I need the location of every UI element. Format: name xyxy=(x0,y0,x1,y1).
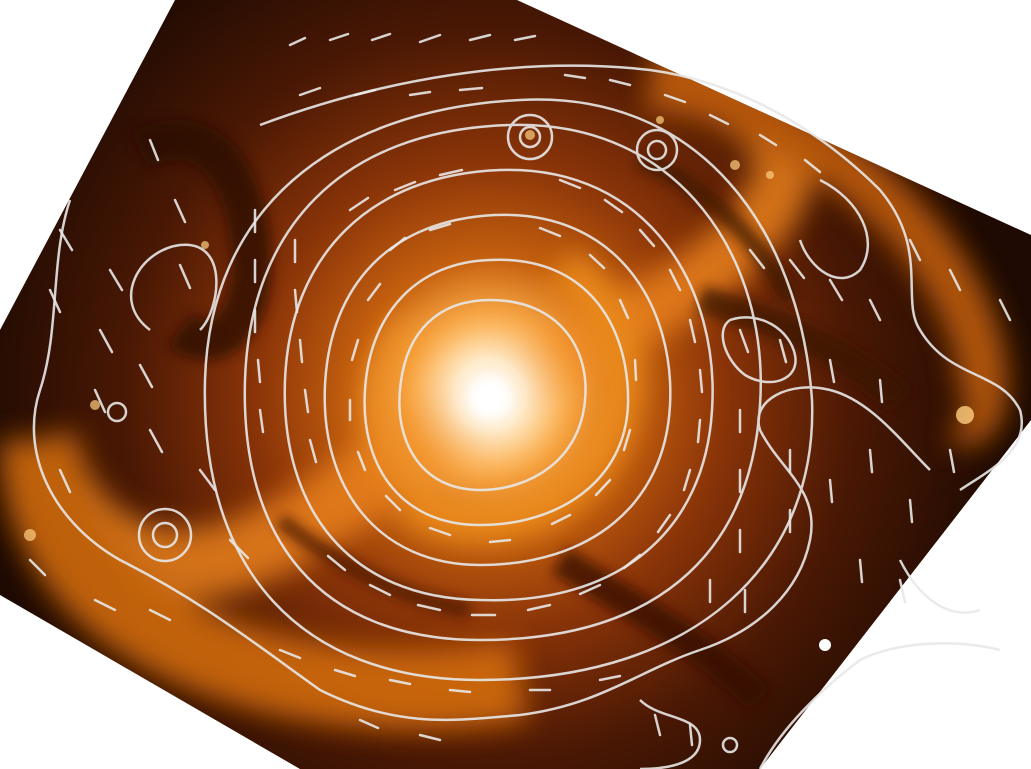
contour-overlay xyxy=(32,64,1023,769)
polarization-vectors xyxy=(28,32,1012,747)
star-knots xyxy=(24,116,974,651)
